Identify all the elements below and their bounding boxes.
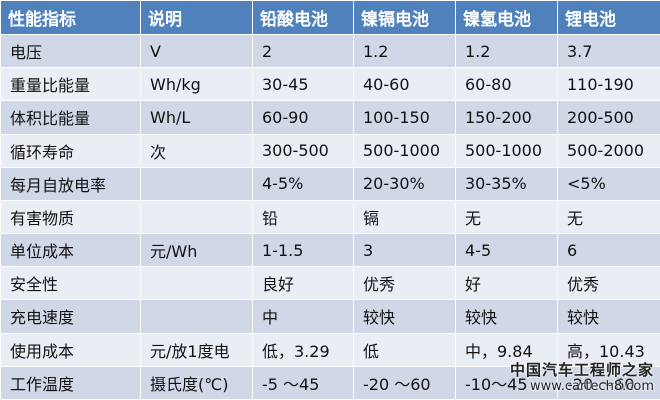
row-label-cell: 体积比能量 xyxy=(0,100,141,135)
value-cell: 60-90 xyxy=(252,100,354,135)
unit-cell: 元/Wh xyxy=(140,233,253,268)
unit-cell xyxy=(140,266,253,301)
row-label-cell: 有害物质 xyxy=(0,199,141,235)
table-row: 工作温度 摄氏度(℃) -5 ～45 -20 ～60 -10～45 -20 ～60 xyxy=(0,365,660,400)
value-cell: 20-30% xyxy=(353,166,456,201)
unit-cell: 次 xyxy=(140,133,253,168)
unit-cell: Wh/L xyxy=(140,100,253,135)
value-cell: 6 xyxy=(557,233,660,268)
row-label-cell: 安全性 xyxy=(0,266,141,301)
table-row: 体积比能量 Wh/L 60-90 100-150 150-200 200-500 xyxy=(0,100,660,135)
unit-cell xyxy=(140,299,253,334)
value-cell: 4-5 xyxy=(455,233,558,268)
value-cell: 2 xyxy=(252,33,354,69)
value-cell: 无 xyxy=(557,199,660,235)
value-cell: 中 xyxy=(252,299,354,334)
value-cell: 较快 xyxy=(557,299,660,334)
row-label-cell: 工作温度 xyxy=(0,365,141,400)
value-cell: -5 ～45 xyxy=(252,365,354,400)
unit-cell: V xyxy=(140,33,253,69)
value-cell: 好 xyxy=(455,266,558,301)
value-cell: 1.2 xyxy=(353,33,456,69)
row-label-cell: 电压 xyxy=(0,33,141,69)
table-row: 使用成本 元/放1度电 低，3.29 低中，9.84 高，10.43 xyxy=(0,332,660,367)
table-row: 充电速度中较快 较快 较快 xyxy=(0,299,660,334)
value-cell: 较快 xyxy=(353,299,456,334)
header-nimh: 镍氢电池 xyxy=(455,0,558,35)
value-cell: 低，3.29 xyxy=(252,332,354,367)
value-cell: 40-60 xyxy=(353,67,456,102)
table-row: 重量比能量 Wh/kg 30-45 40-60 60-80 110-190 xyxy=(0,67,660,102)
row-label-cell: 重量比能量 xyxy=(0,67,141,102)
value-cell: 镉 xyxy=(353,199,456,235)
value-cell: 500-1000 xyxy=(455,133,558,168)
value-cell: <5% xyxy=(557,166,660,201)
table-row: 电压 V 2 1.2 1.2 3.7 xyxy=(0,33,660,69)
header-description: 说明 xyxy=(140,0,253,35)
unit-cell xyxy=(140,199,253,235)
value-cell: 1.2 xyxy=(455,33,558,69)
unit-cell: Wh/kg xyxy=(140,67,253,102)
value-cell: 60-80 xyxy=(455,67,558,102)
value-cell: 低 xyxy=(353,332,456,367)
row-label-cell: 循环寿命 xyxy=(0,133,141,168)
value-cell: -10～45 xyxy=(455,365,558,400)
value-cell: 良好 xyxy=(252,266,354,301)
value-cell: 500-1000 xyxy=(353,133,456,168)
value-cell: 4-5% xyxy=(252,166,354,201)
header-lithium: 锂电池 xyxy=(557,0,660,35)
table-row: 有害物质铅镉无无 xyxy=(0,199,660,235)
table-row: 单位成本 元/Wh 1-1.5 3 4-5 6 xyxy=(0,233,660,268)
table-row: 每月自放电率 4-5% 20-30% 30-35% <5% xyxy=(0,166,660,201)
value-cell: 较快 xyxy=(455,299,558,334)
row-label-cell: 使用成本 xyxy=(0,332,141,367)
value-cell: 150-200 xyxy=(455,100,558,135)
unit-cell: 元/放1度电 xyxy=(140,332,253,367)
value-cell: 110-190 xyxy=(557,67,660,102)
value-cell: 3 xyxy=(353,233,456,268)
header-metric: 性能指标 xyxy=(0,0,141,35)
value-cell: -20 ～60 xyxy=(557,365,660,400)
value-cell: 无 xyxy=(455,199,558,235)
value-cell: 铅 xyxy=(252,199,354,235)
row-label-cell: 每月自放电率 xyxy=(0,166,141,201)
value-cell: 30-45 xyxy=(252,67,354,102)
header-lead-acid: 铅酸电池 xyxy=(252,0,354,35)
table-header-row: 性能指标 说明 铅酸电池 镍镉电池 镍氢电池 锂电池 xyxy=(0,0,660,35)
table-body: 电压 V 2 1.2 1.2 3.7 重量比能量 Wh/kg 30-45 40-60 60-80 11… xyxy=(0,33,660,400)
table-row: 循环寿命次 300-500 500-1000 500-1000 500-2000 xyxy=(0,133,660,168)
header-nicd: 镍镉电池 xyxy=(353,0,456,35)
value-cell: 300-500 xyxy=(252,133,354,168)
unit-cell: 摄氏度(℃) xyxy=(140,365,253,400)
unit-cell xyxy=(140,166,253,201)
value-cell: 中，9.84 xyxy=(455,332,558,367)
value-cell: 100-150 xyxy=(353,100,456,135)
value-cell: 3.7 xyxy=(557,33,660,69)
value-cell: 高，10.43 xyxy=(557,332,660,367)
value-cell: 30-35% xyxy=(455,166,558,201)
value-cell: 优秀 xyxy=(353,266,456,301)
value-cell: 优秀 xyxy=(557,266,660,301)
value-cell: 200-500 xyxy=(557,100,660,135)
value-cell: -20 ～60 xyxy=(353,365,456,400)
row-label-cell: 单位成本 xyxy=(0,233,141,268)
value-cell: 1-1.5 xyxy=(252,233,354,268)
row-label-cell: 充电速度 xyxy=(0,299,141,334)
value-cell: 500-2000 xyxy=(557,133,660,168)
table-row: 安全性 良好 优秀好优秀 xyxy=(0,266,660,301)
